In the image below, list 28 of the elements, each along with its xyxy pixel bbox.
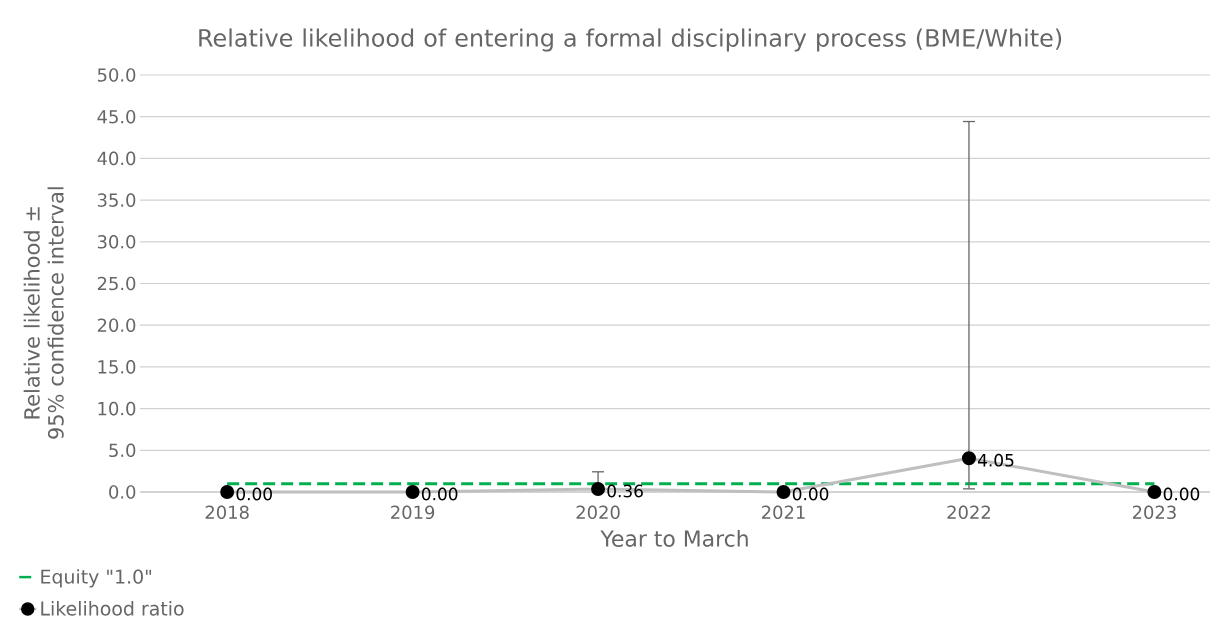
data-label: 4.05	[977, 453, 1014, 467]
y-tick-label: 35.0	[97, 193, 136, 207]
x-tick-label: 2023	[1132, 505, 1176, 520]
x-tick-label: 2021	[762, 505, 805, 520]
x-tick-label: 2019	[391, 505, 435, 520]
y-axis-title: Relative likelihood ± 95% confidence interval	[23, 187, 64, 439]
y-tick-label: 30.0	[97, 235, 136, 249]
x-tick-label: 2022	[947, 505, 990, 520]
x-tick-label: 2020	[576, 505, 620, 520]
data-label: 0.36	[607, 484, 643, 498]
x-axis-title: Year to March	[600, 529, 748, 547]
y-tick-label: 0.0	[109, 485, 136, 499]
data-label: 0.00	[421, 487, 458, 501]
legend-label: Likelihood ratio	[41, 601, 184, 616]
y-tick-label: 45.0	[97, 109, 136, 124]
data-label: 0.00	[1163, 487, 1200, 501]
y-tick-label: 10.0	[98, 401, 136, 416]
data-label: 0.00	[792, 487, 829, 501]
y-tick-label: 50.0	[97, 68, 136, 82]
legend-label: Equity "1.0"	[41, 569, 152, 588]
y-tick-label: 40.0	[97, 151, 136, 166]
y-tick-label: 5.0	[109, 443, 136, 458]
data-label: 0.00	[236, 487, 272, 501]
y-tick-label: 25.0	[97, 276, 136, 291]
x-tick-label: 2018	[205, 505, 249, 520]
y-tick-label: 15.0	[98, 360, 136, 374]
y-tick-label: 20.0	[97, 318, 136, 332]
chart-title: Relative likelihood of entering a formal disciplinary process (BME/White)	[199, 28, 1062, 52]
